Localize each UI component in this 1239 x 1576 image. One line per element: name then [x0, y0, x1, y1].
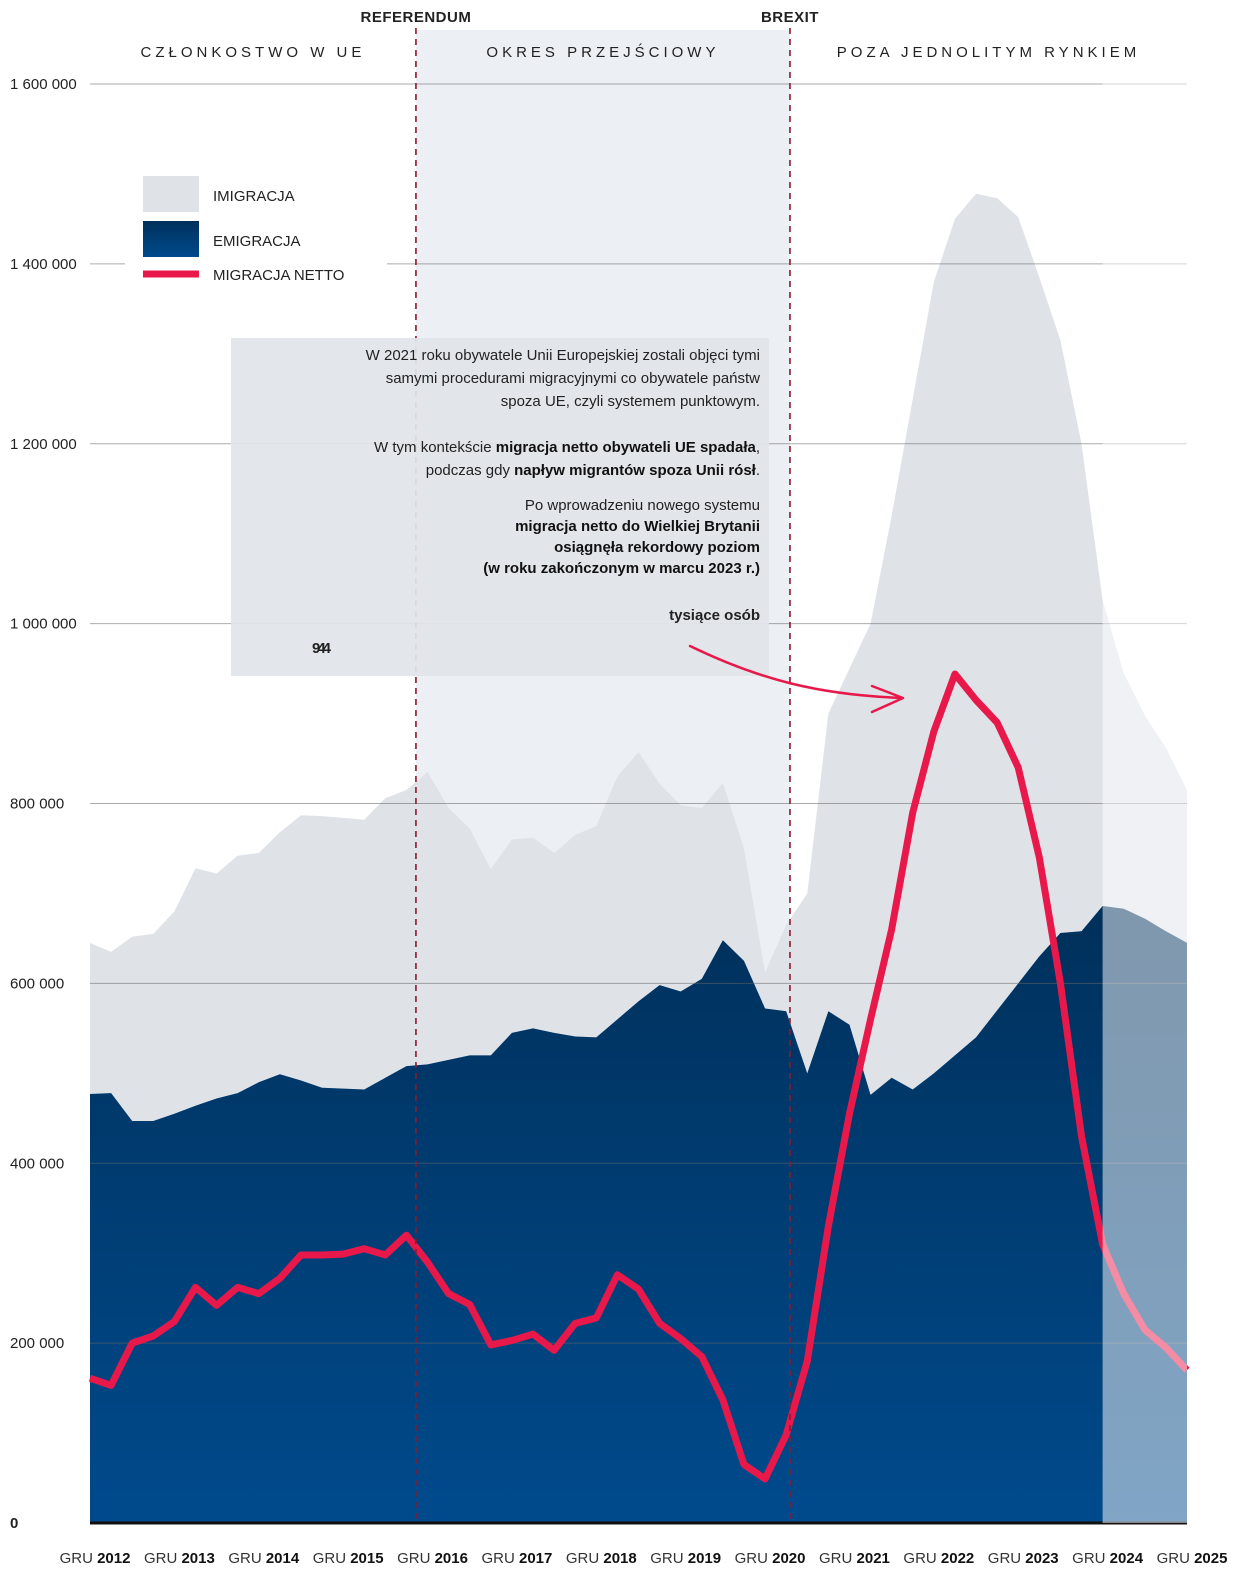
x-tick-month: GRU [650, 1550, 688, 1567]
x-tick-month: GRU [144, 1550, 182, 1567]
y-tick-label: 600 000 [10, 975, 64, 992]
note-text: W tym kontekście [374, 439, 496, 456]
x-tick-month: GRU [566, 1550, 604, 1567]
x-tick-month: GRU [60, 1550, 98, 1567]
x-tick-label: GRU 2018 [566, 1550, 637, 1567]
note-text: migracja netto do Wielkiej Brytanii [515, 518, 760, 535]
y-tick-label: 1 200 000 [10, 436, 77, 453]
legend-swatch [143, 176, 199, 212]
x-tick-year: 2023 [1025, 1550, 1058, 1567]
note-line: W 2021 roku obywatele Unii Europejskiej … [366, 347, 760, 364]
x-tick-label: GRU 2017 [481, 1550, 552, 1567]
x-tick-month: GRU [988, 1550, 1026, 1567]
x-tick-label: GRU 2022 [903, 1550, 974, 1567]
projection-overlay [1102, 30, 1187, 1523]
note-line: W tym kontekście migracja netto obywatel… [374, 439, 760, 456]
highlight-unit: tysiące osób [669, 607, 760, 624]
x-tick-year: 2017 [519, 1550, 552, 1567]
note-text: , [756, 439, 760, 456]
note-text: spoza UE, czyli systemem punktowym. [501, 393, 760, 410]
y-tick-label: 0 [10, 1515, 18, 1532]
legend-label: MIGRACJA NETTO [213, 267, 344, 284]
x-tick-month: GRU [481, 1550, 519, 1567]
x-tick-label: GRU 2019 [650, 1550, 721, 1567]
x-tick-month: GRU [819, 1550, 857, 1567]
note-box [231, 338, 769, 676]
note-text: Po wprowadzeniu nowego systemu [525, 497, 760, 514]
x-tick-label: GRU 2020 [735, 1550, 806, 1567]
x-tick-year: 2025 [1194, 1550, 1227, 1567]
x-tick-label: GRU 2025 [1157, 1550, 1228, 1567]
x-tick-month: GRU [735, 1550, 773, 1567]
x-tick-label: GRU 2013 [144, 1550, 215, 1567]
y-tick-label: 1 400 000 [10, 256, 77, 273]
period-label: CZŁONKOSTWO W UE [141, 44, 366, 61]
x-tick-month: GRU [228, 1550, 266, 1567]
note-line: spoza UE, czyli systemem punktowym. [501, 393, 760, 410]
y-tick-label: 1 600 000 [10, 76, 77, 93]
x-tick-year: 2024 [1110, 1550, 1144, 1567]
x-tick-year: 2012 [97, 1550, 130, 1567]
period-label: POZA JEDNOLITYM RYNKIEM [837, 44, 1140, 61]
legend-label: IMIGRACJA [213, 188, 295, 205]
x-tick-label: GRU 2016 [397, 1550, 468, 1567]
x-tick-year: 2022 [941, 1550, 974, 1567]
x-tick-month: GRU [903, 1550, 941, 1567]
note-line: migracja netto do Wielkiej Brytanii [515, 518, 760, 535]
note-text: napływ migrantów spoza Unii rósł [514, 462, 757, 479]
x-tick-label: GRU 2015 [313, 1550, 384, 1567]
note-arrow [688, 644, 905, 714]
x-tick-year: 2013 [181, 1550, 214, 1567]
period-label: OKRES PRZEJŚCIOWY [486, 43, 719, 61]
x-tick-label: GRU 2023 [988, 1550, 1059, 1567]
x-tick-label: GRU 2012 [60, 1550, 131, 1567]
x-tick-label: GRU 2024 [1072, 1550, 1144, 1567]
x-tick-year: 2020 [772, 1550, 805, 1567]
note-line: osiągnęła rekordowy poziom [554, 539, 760, 556]
legend-label: EMIGRACJA [213, 233, 301, 250]
note-text: migracja netto obywateli UE spadała [496, 439, 757, 456]
x-tick-year: 2021 [857, 1550, 890, 1567]
note-line: samymi procedurami migracyjnymi co obywa… [386, 370, 760, 387]
note-text: W 2021 roku obywatele Unii Europejskiej … [366, 347, 760, 364]
y-tick-label: 1 000 000 [10, 616, 77, 633]
note-text: . [756, 462, 760, 479]
note-text: samymi procedurami migracyjnymi co obywa… [386, 370, 760, 387]
line [88, 670, 1190, 1483]
x-tick-year: 2016 [435, 1550, 468, 1567]
event-label: BREXIT [761, 9, 819, 26]
x-tick-year: 2015 [350, 1550, 383, 1567]
x-tick-label: GRU 2014 [228, 1550, 300, 1567]
event-label: REFERENDUM [361, 9, 472, 26]
x-tick-month: GRU [313, 1550, 351, 1567]
x-tick-year: 2019 [688, 1550, 721, 1567]
y-tick-label: 200 000 [10, 1335, 64, 1352]
y-tick-label: 400 000 [10, 1155, 64, 1172]
x-tick-month: GRU [397, 1550, 435, 1567]
x-tick-year: 2018 [603, 1550, 636, 1567]
x-tick-year: 2014 [266, 1550, 300, 1567]
note-text: (w roku zakończonym w marcu 2023 r.) [483, 560, 760, 577]
legend-shade [143, 221, 199, 257]
note-text: osiągnęła rekordowy poziom [554, 539, 760, 556]
area-shade [90, 906, 1187, 1523]
x-tick-label: GRU 2021 [819, 1550, 890, 1567]
x-tick-month: GRU [1157, 1550, 1195, 1567]
x-tick-month: GRU [1072, 1550, 1110, 1567]
note-line: Po wprowadzeniu nowego systemu [525, 497, 760, 514]
y-tick-label: 800 000 [10, 796, 64, 813]
note-text: podczas gdy [426, 462, 514, 479]
note-line: (w roku zakończonym w marcu 2023 r.) [483, 560, 760, 577]
note-line: podczas gdy napływ migrantów spoza Unii … [426, 462, 760, 479]
